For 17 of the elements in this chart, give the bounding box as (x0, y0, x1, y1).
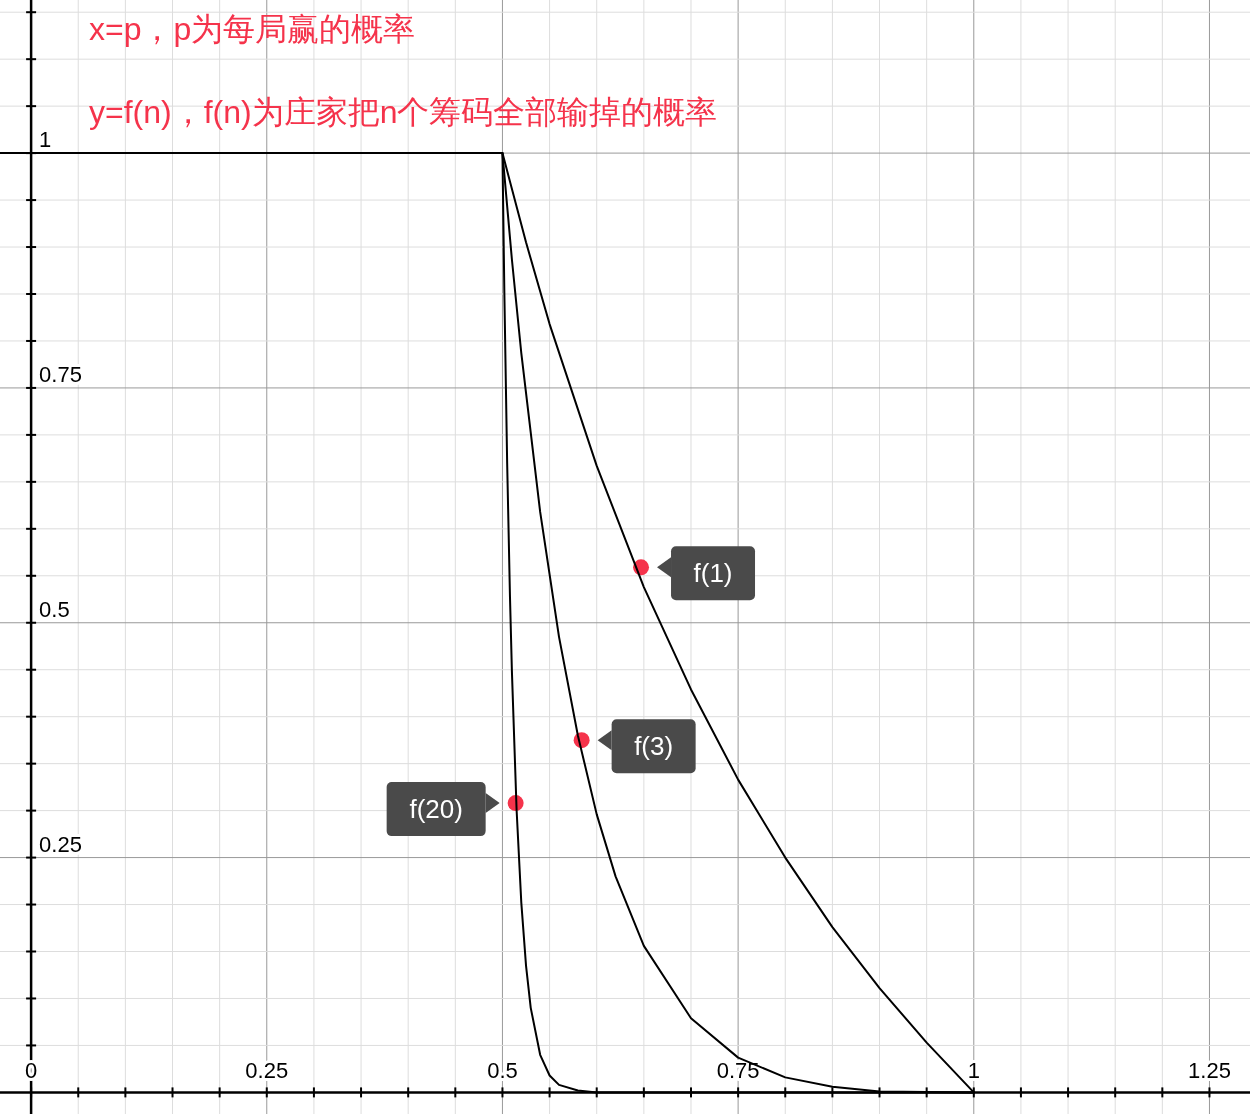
x-tick-label: 0.25 (245, 1058, 289, 1084)
annotation: f(1) (693, 558, 733, 589)
annotation: f(20) (409, 794, 463, 825)
chart-title: x=p，p为每局赢的概率 (89, 11, 416, 47)
y-tick-label: 0.5 (39, 596, 70, 622)
x-tick-label: 1.25 (1188, 1058, 1231, 1084)
x-tick-label: 1 (967, 1058, 980, 1084)
y-tick-label: 1 (39, 127, 52, 153)
annotation: f(20) (386, 782, 524, 837)
x-tick-label: 0.75 (716, 1058, 760, 1084)
y-tick-label: 0.75 (39, 361, 82, 387)
x-tick-label: 0.5 (487, 1058, 518, 1084)
text: y=f(n)，f(n)为庄家把n个筹码全部输掉的概率 (89, 94, 718, 130)
y-tick-label: 0.25 (39, 831, 82, 857)
annotation: f(3) (634, 731, 674, 762)
annotation: f(1) (633, 546, 756, 601)
annotation: f(3) (573, 719, 696, 774)
